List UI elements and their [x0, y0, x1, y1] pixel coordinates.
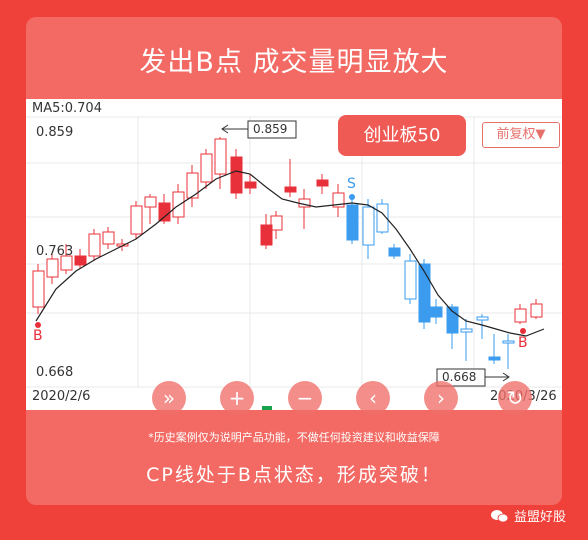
- brand-name: 益盟好股: [514, 510, 567, 525]
- conclusion: CP线处于B点状态，形成突破！: [146, 464, 442, 486]
- ma5-label: MA5:0.704: [32, 101, 102, 116]
- y-label-high: 0.859: [36, 125, 74, 140]
- left-arrow-icon: ‹: [369, 386, 377, 410]
- disclaimer: *历史案例仅为说明产品功能，不做任何投资建议和收益保障: [148, 431, 440, 444]
- fast-forward-button[interactable]: »: [152, 381, 186, 415]
- low-callout: [436, 368, 510, 387]
- fast-forward-icon: »: [162, 386, 176, 410]
- zoom-out-button[interactable]: −: [288, 381, 322, 415]
- sell-signal-dot: [349, 194, 355, 200]
- headline: 发出B点 成交量明显放大: [139, 47, 449, 78]
- buy-signal-label: B: [33, 328, 43, 344]
- sell-signal-label: S: [347, 176, 356, 192]
- high-callout: [221, 120, 297, 139]
- buy-signal-dot: [35, 322, 41, 328]
- candlestick-plot: [26, 116, 562, 388]
- price-adjust-dropdown[interactable]: 前复权▼: [482, 122, 560, 148]
- buy-signal-label-2: B: [518, 335, 528, 351]
- pan-left-button[interactable]: ‹: [356, 381, 390, 415]
- zoom-in-button[interactable]: +: [220, 381, 254, 415]
- date-start: 2020/2/6: [32, 389, 91, 404]
- plus-icon: +: [228, 386, 246, 410]
- right-arrow-icon: ›: [437, 386, 445, 410]
- ma5-line: [35, 170, 545, 337]
- buy-signal-dot-2: [520, 328, 526, 334]
- low-callout-value: 0.668: [442, 370, 477, 384]
- refresh-button[interactable]: ↻: [498, 381, 532, 415]
- minus-icon: −: [296, 386, 314, 410]
- candlestick-chart: MA5:0.704 0.859 0.763 0.668 0.859 0.668 …: [26, 99, 562, 415]
- volume-bar-hint: [262, 406, 272, 410]
- grid: [26, 116, 562, 388]
- refresh-icon: ↻: [506, 386, 524, 410]
- y-label-mid: 0.763: [36, 244, 74, 259]
- high-callout-value: 0.859: [253, 122, 288, 136]
- board-name-badge: 创业板50: [338, 115, 466, 156]
- down-candles: [346, 199, 515, 369]
- pan-right-button[interactable]: ›: [424, 381, 458, 415]
- up-filled-candles: [74, 149, 329, 269]
- y-label-low: 0.668: [36, 365, 74, 380]
- up-candles: [32, 137, 543, 324]
- wechat-icon: [491, 510, 509, 523]
